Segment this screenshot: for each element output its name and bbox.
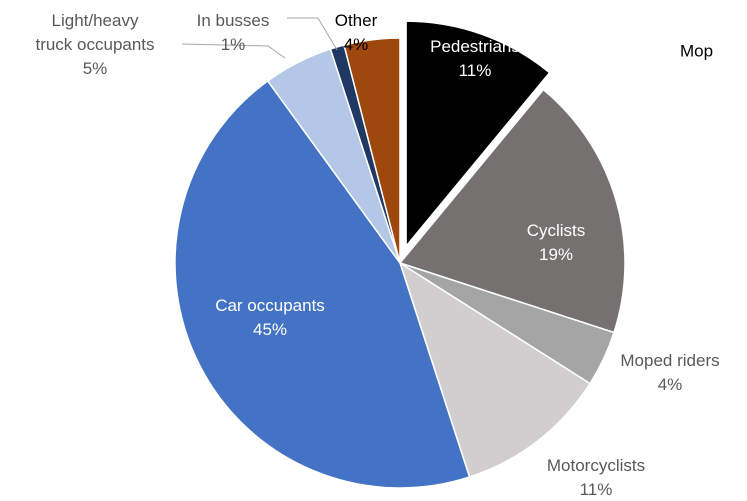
leader-line <box>287 17 338 51</box>
value-label: 11% <box>459 61 492 80</box>
value-label: 5% <box>83 59 108 78</box>
category-label: truck occupants <box>35 35 154 54</box>
value-label: 45% <box>253 320 287 339</box>
slice-label: Light/heavy truck occupants 5% <box>35 11 154 78</box>
pie-slice <box>174 79 471 489</box>
category-label: Other <box>335 11 378 30</box>
slice-label: Other 4% <box>335 11 378 54</box>
category-label: Car occupants <box>215 296 325 315</box>
pie-slice <box>405 20 551 249</box>
value-label: 1% <box>221 35 246 54</box>
value-label: 19% <box>539 245 573 264</box>
slice-label: Car occupants 45% <box>215 296 325 339</box>
category-label: Motorcyclists <box>547 456 645 475</box>
slice-label: Cyclists 19% <box>527 221 586 264</box>
leader-line <box>181 43 286 59</box>
slice-label: In busses 1% <box>197 11 270 54</box>
value-label: 4% <box>658 375 683 394</box>
pie-slice <box>398 261 592 478</box>
category-label: Light/heavy <box>52 11 139 30</box>
pie-slice <box>343 37 401 264</box>
category-label: Moped riders <box>620 351 719 370</box>
value-label: 11% <box>580 480 613 499</box>
pie-slice <box>398 88 626 334</box>
category-label: In busses <box>197 11 270 30</box>
category-label: Cyclists <box>527 221 586 240</box>
slice-label: Pedestrians 11% <box>430 37 520 80</box>
value-label: 4% <box>344 35 369 54</box>
slice-label: Moped riders 4% <box>620 351 719 394</box>
category-label: Pedestrians <box>430 37 520 56</box>
annotation: Mop <box>680 41 713 60</box>
slice-label: Motorcyclists 11% <box>547 456 645 499</box>
